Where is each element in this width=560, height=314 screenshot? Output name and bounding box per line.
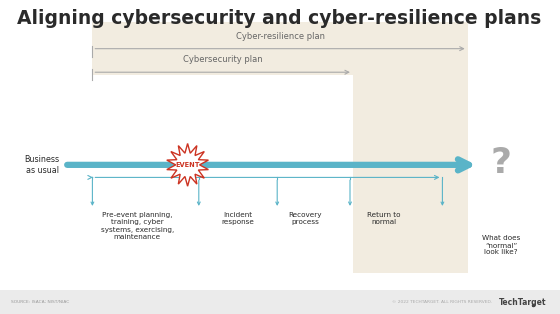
Text: Pre-event planning,
training, cyber
systems, exercising,
maintenance: Pre-event planning, training, cyber syst… (101, 212, 174, 241)
Text: EVENT: EVENT (175, 162, 200, 168)
Text: © 2022 TECHTARGET. ALL RIGHTS RESERVED.: © 2022 TECHTARGET. ALL RIGHTS RESERVED. (392, 300, 492, 304)
Text: What does
“normal”
look like?: What does “normal” look like? (482, 236, 520, 256)
Text: Cyber-resilience plan: Cyber-resilience plan (236, 32, 324, 41)
Text: Aligning cybersecurity and cyber-resilience plans: Aligning cybersecurity and cyber-resilie… (17, 9, 541, 29)
FancyBboxPatch shape (92, 22, 468, 75)
Text: TechTarget: TechTarget (498, 298, 546, 306)
Text: Business
as usual: Business as usual (25, 155, 59, 175)
Text: Incident
response: Incident response (222, 212, 254, 225)
FancyBboxPatch shape (0, 0, 560, 292)
Polygon shape (167, 143, 208, 186)
FancyBboxPatch shape (353, 63, 468, 273)
FancyBboxPatch shape (0, 290, 560, 314)
Text: Return to
normal: Return to normal (367, 212, 400, 225)
Text: ?: ? (491, 146, 512, 180)
Text: SOURCE: ISACA; NIST/NIAC: SOURCE: ISACA; NIST/NIAC (11, 300, 69, 304)
Text: Recovery
process: Recovery process (288, 212, 322, 225)
Text: Cybersecurity plan: Cybersecurity plan (183, 55, 263, 64)
